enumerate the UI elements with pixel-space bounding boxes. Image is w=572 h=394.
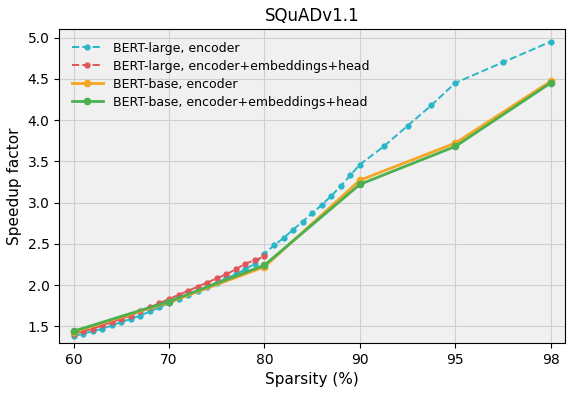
BERT-large, encoder+embeddings+head	[146, 305, 153, 310]
BERT-base, encoder+embeddings+head	[261, 263, 268, 268]
BERT-base, encoder+embeddings+head	[452, 144, 459, 149]
BERT-base, encoder	[452, 141, 459, 145]
BERT-large, encoder+embeddings+head	[70, 331, 77, 336]
BERT-base, encoder	[165, 300, 172, 305]
BERT-large, encoder	[156, 305, 163, 310]
BERT-base, encoder	[356, 178, 363, 182]
BERT-large, encoder+embeddings+head	[252, 258, 259, 263]
BERT-large, encoder	[328, 193, 335, 198]
BERT-large, encoder	[194, 288, 201, 293]
BERT-large, encoder	[137, 313, 144, 318]
BERT-base, encoder	[261, 264, 268, 269]
BERT-base, encoder+embeddings+head	[165, 299, 172, 304]
BERT-large, encoder	[289, 227, 296, 232]
BERT-base, encoder+embeddings+head	[356, 182, 363, 187]
BERT-large, encoder	[118, 320, 125, 325]
BERT-large, encoder+embeddings+head	[89, 326, 96, 331]
BERT-large, encoder	[337, 184, 344, 188]
BERT-base, encoder	[70, 330, 77, 335]
BERT-large, encoder+embeddings+head	[175, 293, 182, 297]
BERT-large, encoder+embeddings+head	[118, 316, 125, 321]
BERT-large, encoder	[128, 316, 134, 321]
BERT-large, encoder	[347, 173, 353, 178]
Legend: BERT-large, encoder, BERT-large, encoder+embeddings+head, BERT-base, encoder, BE: BERT-large, encoder, BERT-large, encoder…	[65, 35, 376, 115]
BERT-large, encoder	[89, 329, 96, 334]
BERT-large, encoder+embeddings+head	[242, 261, 249, 266]
BERT-large, encoder	[547, 39, 554, 44]
BERT-large, encoder	[309, 211, 316, 216]
BERT-base, encoder+embeddings+head	[70, 329, 77, 334]
X-axis label: Sparsity (%): Sparsity (%)	[265, 372, 359, 387]
BERT-base, encoder	[547, 79, 554, 84]
BERT-large, encoder	[232, 272, 239, 277]
BERT-large, encoder	[428, 103, 435, 108]
BERT-large, encoder	[271, 243, 277, 248]
BERT-large, encoder+embeddings+head	[128, 313, 134, 318]
Line: BERT-large, encoder+embeddings+head: BERT-large, encoder+embeddings+head	[71, 254, 267, 336]
BERT-large, encoder	[175, 297, 182, 301]
Title: SQuADv1.1: SQuADv1.1	[265, 7, 359, 25]
BERT-large, encoder	[299, 219, 306, 224]
BERT-large, encoder+embeddings+head	[194, 284, 201, 289]
BERT-large, encoder+embeddings+head	[80, 329, 86, 334]
BERT-large, encoder+embeddings+head	[108, 320, 115, 325]
BERT-large, encoder+embeddings+head	[137, 309, 144, 314]
BERT-large, encoder	[165, 301, 172, 305]
Line: BERT-large, encoder: BERT-large, encoder	[71, 39, 553, 338]
BERT-large, encoder+embeddings+head	[261, 254, 268, 258]
BERT-large, encoder	[242, 267, 249, 272]
BERT-large, encoder+embeddings+head	[213, 276, 220, 281]
BERT-large, encoder	[213, 280, 220, 285]
BERT-large, encoder	[499, 60, 506, 65]
BERT-large, encoder	[146, 309, 153, 314]
BERT-base, encoder+embeddings+head	[547, 80, 554, 85]
BERT-large, encoder+embeddings+head	[232, 267, 239, 272]
BERT-large, encoder	[356, 162, 363, 167]
BERT-large, encoder	[404, 123, 411, 128]
Y-axis label: Speedup factor: Speedup factor	[7, 127, 22, 245]
BERT-large, encoder+embeddings+head	[165, 297, 172, 301]
BERT-large, encoder	[252, 261, 259, 266]
BERT-large, encoder	[70, 334, 77, 338]
Line: BERT-base, encoder+embeddings+head: BERT-base, encoder+embeddings+head	[70, 80, 554, 335]
BERT-large, encoder+embeddings+head	[204, 280, 210, 285]
BERT-large, encoder	[99, 326, 106, 331]
BERT-large, encoder	[223, 276, 230, 281]
BERT-large, encoder+embeddings+head	[99, 323, 106, 328]
BERT-large, encoder	[108, 323, 115, 328]
BERT-large, encoder	[380, 144, 387, 149]
BERT-large, encoder	[261, 251, 268, 256]
Line: BERT-base, encoder: BERT-base, encoder	[70, 78, 554, 335]
BERT-large, encoder	[204, 284, 210, 289]
BERT-large, encoder	[318, 203, 325, 207]
BERT-large, encoder+embeddings+head	[185, 288, 192, 293]
BERT-large, encoder+embeddings+head	[223, 272, 230, 277]
BERT-large, encoder	[452, 80, 459, 85]
BERT-large, encoder	[280, 236, 287, 240]
BERT-large, encoder	[80, 331, 86, 336]
BERT-large, encoder+embeddings+head	[156, 301, 163, 305]
BERT-large, encoder	[185, 293, 192, 297]
